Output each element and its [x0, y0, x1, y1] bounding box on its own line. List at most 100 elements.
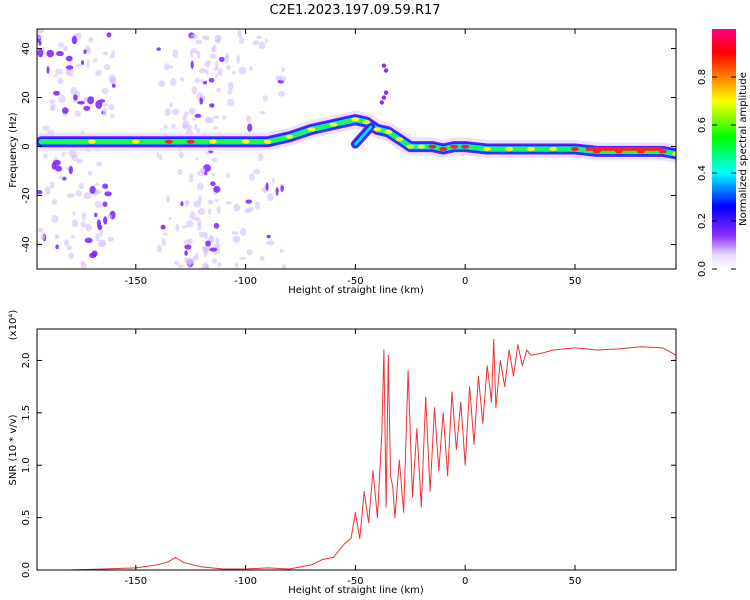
- noise-blob: [213, 126, 219, 130]
- noise-blob: [102, 183, 109, 189]
- noise-blob: [252, 40, 260, 46]
- colorbar-label: Normalized spectral amplitude: [738, 72, 749, 226]
- noise-blob: [56, 50, 64, 57]
- bottom-x-tick-label: 0: [462, 576, 468, 587]
- noise-blob: [205, 69, 210, 75]
- noise-blob: [70, 86, 77, 96]
- noise-blob: [91, 250, 98, 257]
- noise-blob: [247, 123, 253, 132]
- noise-blob: [232, 235, 241, 243]
- noise-blob: [83, 49, 87, 54]
- noise-blob: [205, 151, 211, 156]
- noise-blob: [182, 225, 188, 229]
- noise-blob: [96, 219, 101, 228]
- noise-blob: [279, 249, 284, 253]
- ridge-hotspot: [186, 139, 195, 144]
- noise-blob: [207, 199, 214, 205]
- bottom-y-axis-label: SNR (10 * v/v): [8, 414, 19, 485]
- ridge-hotspot-band: [585, 147, 663, 151]
- noise-blob: [175, 223, 179, 232]
- noise-blob: [189, 211, 196, 220]
- noise-blob: [169, 65, 173, 69]
- noise-blob: [190, 33, 198, 40]
- noise-blob: [198, 195, 202, 203]
- noise-blob: [37, 190, 43, 195]
- noise-blob: [56, 234, 60, 239]
- noise-blob: [256, 35, 262, 40]
- noise-blob: [163, 124, 168, 131]
- noise-blob: [81, 212, 87, 221]
- noise-blob: [51, 214, 59, 223]
- noise-blob: [65, 55, 73, 62]
- noise-blob: [104, 191, 112, 197]
- ridge-hotspot: [131, 139, 140, 144]
- noise-blob: [208, 78, 215, 83]
- top-x-tick-label: 50: [569, 276, 582, 287]
- spectrogram-panel: -150 -100 -50 0 50 -40 -20 0 20 40: [21, 28, 677, 287]
- noise-blob: [271, 178, 275, 183]
- noise-blob: [214, 73, 218, 79]
- noise-blob: [58, 42, 64, 48]
- noise-blob: [102, 201, 108, 207]
- noise-blob: [185, 200, 190, 205]
- noise-blob: [158, 80, 166, 87]
- noise-blob: [194, 78, 201, 83]
- ridge-hotspot: [417, 144, 426, 149]
- ridge-hotspot: [439, 147, 448, 151]
- noise-blob: [87, 96, 95, 105]
- noise-blob: [265, 182, 269, 191]
- noise-blob: [224, 55, 229, 63]
- noise-blob: [86, 46, 91, 55]
- noise-blob: [171, 108, 180, 116]
- noise-blob: [185, 258, 193, 265]
- bottom-y-tick-label: 0.0: [21, 562, 32, 578]
- noise-blob: [204, 264, 209, 269]
- noise-blob: [180, 77, 185, 82]
- noise-blob: [166, 195, 171, 203]
- noise-blob: [70, 235, 76, 239]
- noise-blob: [213, 222, 220, 229]
- noise-blob: [195, 157, 199, 161]
- colorbar-tick-label: 0.4: [697, 165, 708, 181]
- noise-blob: [194, 113, 202, 118]
- noise-blob: [102, 107, 108, 117]
- ridge-hotspot: [406, 144, 415, 149]
- noise-blob: [37, 48, 44, 58]
- top-x-tick-label: -150: [124, 276, 147, 287]
- noise-blob: [62, 107, 69, 114]
- outlier-point: [379, 100, 384, 105]
- noise-blob: [196, 51, 201, 60]
- noise-blob: [78, 182, 84, 190]
- noise-blob: [259, 110, 266, 115]
- noise-blob: [195, 39, 203, 45]
- noise-blob: [55, 68, 63, 75]
- noise-blob: [231, 231, 239, 235]
- noise-blob: [246, 207, 255, 212]
- noise-blob: [51, 199, 58, 205]
- noise-blob: [69, 149, 77, 158]
- noise-blob: [75, 190, 83, 197]
- noise-blob: [42, 125, 50, 131]
- noise-blob: [172, 49, 179, 58]
- top-y-tick-label: 0: [21, 143, 32, 149]
- noise-blob: [249, 173, 255, 181]
- bottom-y-tick-label: 2.0: [21, 352, 32, 368]
- noise-blob: [177, 169, 183, 176]
- noise-blob: [161, 238, 166, 247]
- outlier-point: [381, 95, 387, 100]
- noise-blob: [209, 103, 215, 108]
- top-y-tick-label: -20: [21, 187, 32, 203]
- noise-blob: [163, 63, 170, 71]
- noise-blob: [205, 240, 212, 247]
- noise-blob: [94, 212, 98, 218]
- top-y-tick-label: 40: [21, 42, 32, 55]
- bottom-x-tick-label: -100: [234, 576, 257, 587]
- noise-blob: [275, 187, 279, 196]
- noise-blob: [94, 189, 100, 195]
- ridge-hotspot: [395, 137, 404, 142]
- ridge-hotspot: [241, 139, 250, 144]
- noise-blob: [216, 87, 221, 93]
- noise-blob: [73, 94, 78, 101]
- noise-blob: [75, 32, 82, 41]
- ridge-hotspots: [87, 117, 676, 156]
